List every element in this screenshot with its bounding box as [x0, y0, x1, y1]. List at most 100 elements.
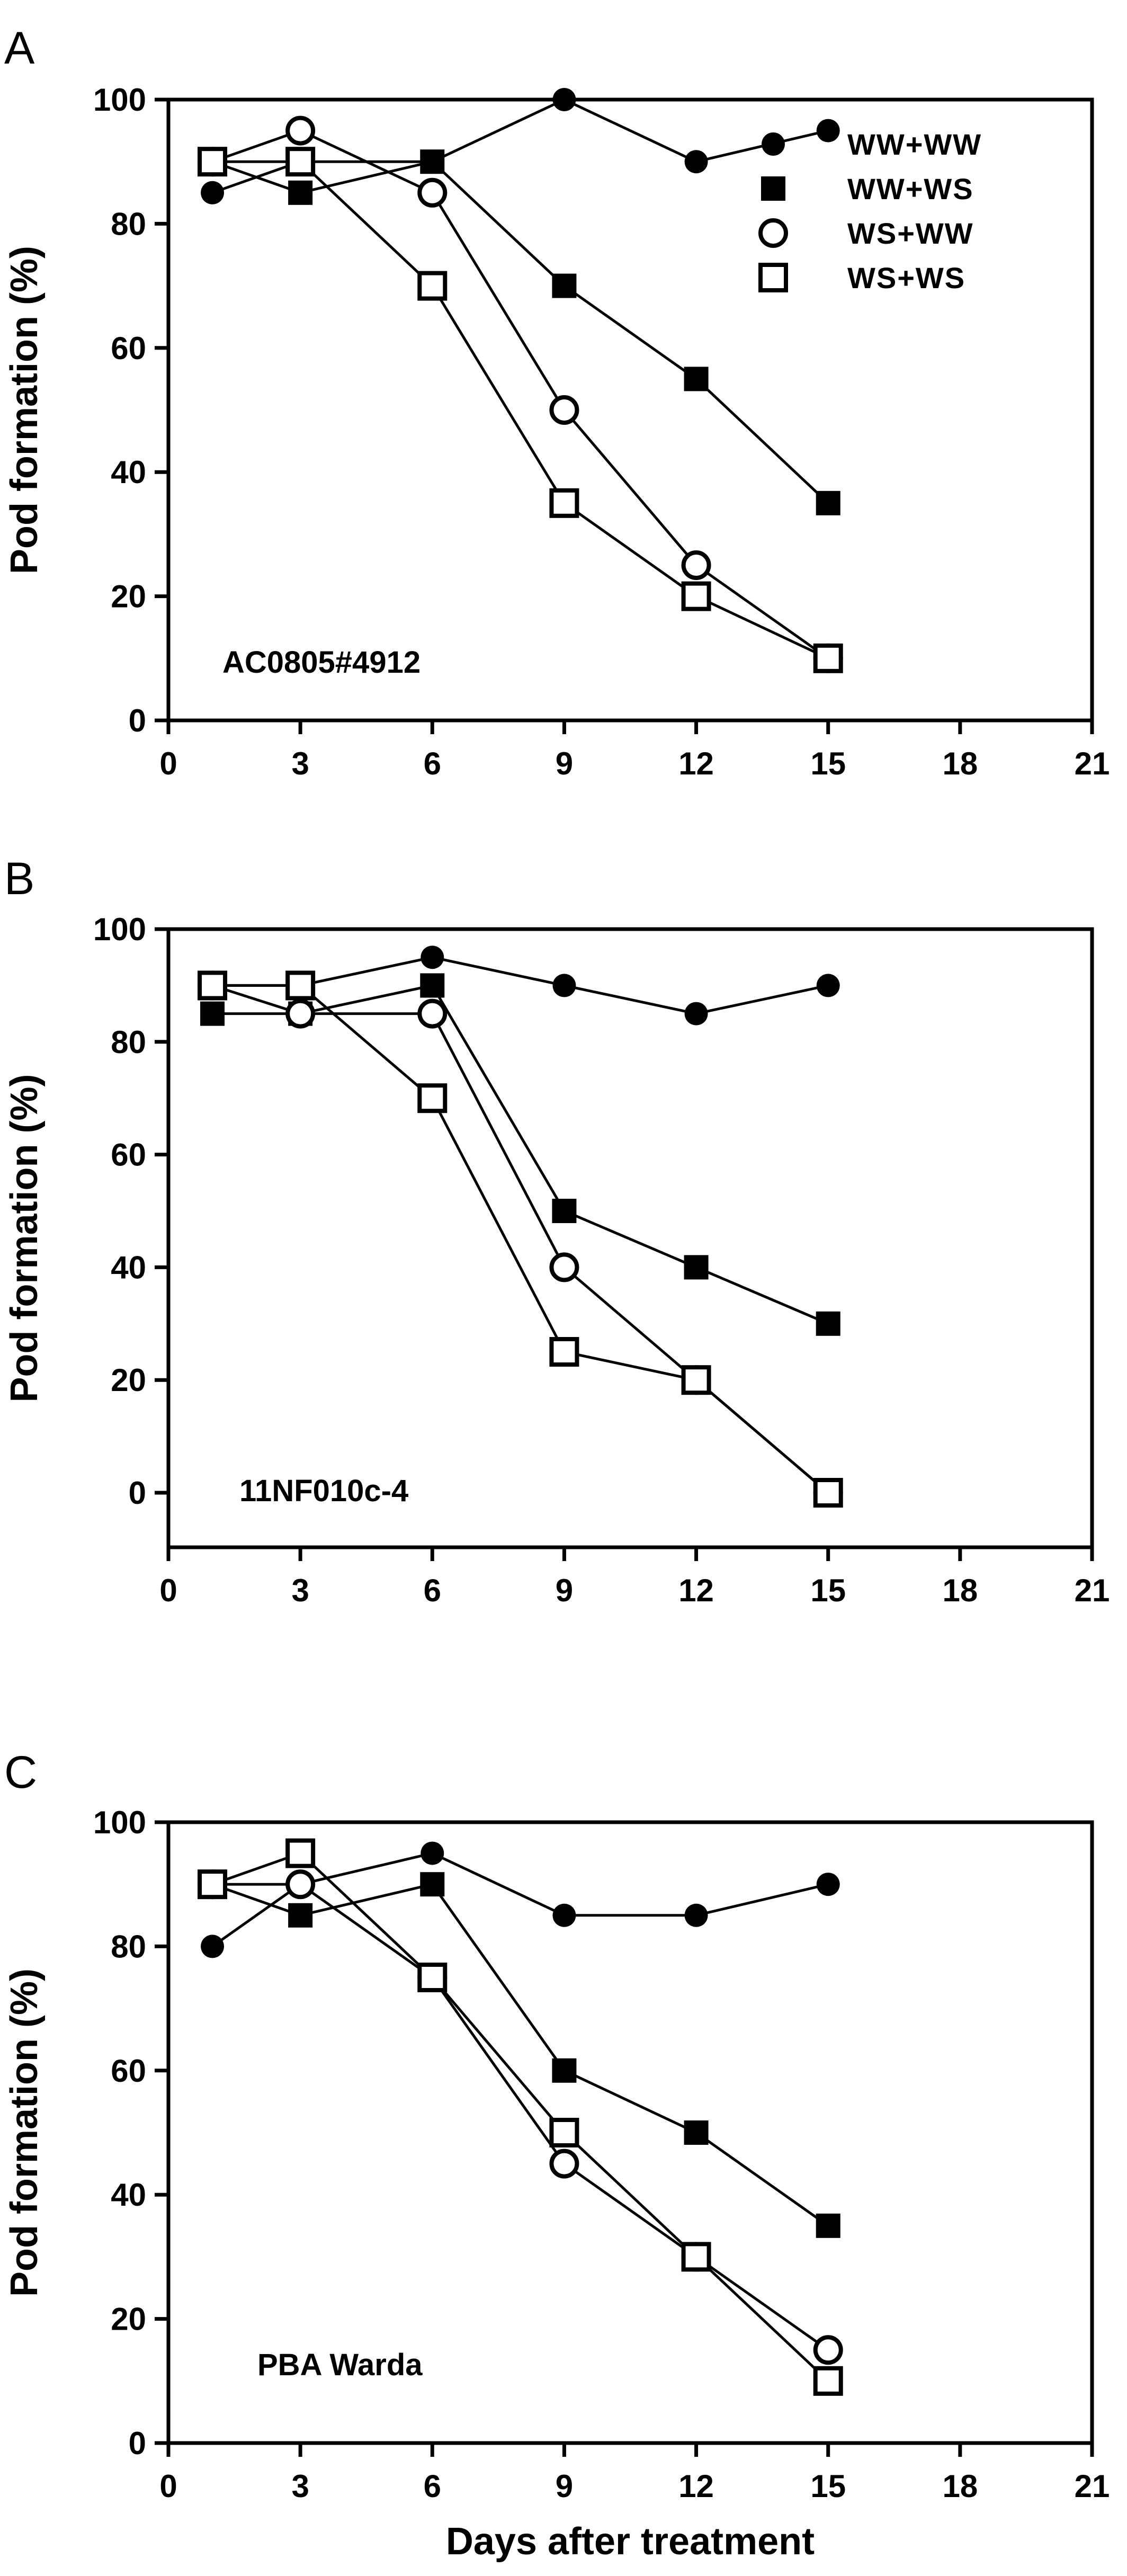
- y-tick-label: 0: [129, 703, 146, 738]
- x-tick-label: 0: [159, 2468, 177, 2504]
- y-tick-label: 0: [129, 1475, 146, 1511]
- data-point-ww-ww: [421, 1841, 444, 1865]
- data-point-ww-ww: [684, 1002, 708, 1026]
- data-point-ww-ws: [816, 2213, 840, 2238]
- y-tick-label: 100: [93, 82, 146, 118]
- plot-frame: [166, 927, 1094, 1549]
- x-tick-label: 6: [424, 2468, 441, 2504]
- data-point-ww-ww: [552, 88, 576, 111]
- series-line-ws-ww: [212, 984, 829, 1494]
- y-tick-label: 60: [111, 2053, 146, 2089]
- x-tick-label: 12: [678, 746, 714, 781]
- data-point-ww-ws: [684, 1255, 709, 1280]
- data-point-ww-ws: [288, 1903, 313, 1928]
- data-point-ws-ws: [285, 970, 316, 1001]
- data-point-ww-ww: [201, 1935, 225, 1958]
- legend-marker-ws-ww: [758, 218, 788, 248]
- x-tick-label: 12: [678, 1573, 714, 1608]
- genotype-label: 11NF010c-4: [239, 1474, 408, 1508]
- series-line-ww-ws: [212, 984, 829, 1325]
- genotype-label: PBA Warda: [257, 2348, 423, 2382]
- data-point-ws-ws: [549, 1337, 579, 1367]
- data-point-ww-ws: [552, 2058, 577, 2083]
- chart-panel-c: C 0 20 40 60 80 100 0 3 6 9 12 15 18 21 Pod formation (…: [3, 1747, 1110, 2563]
- data-point-ww-ww: [684, 150, 708, 174]
- y-axis-label: Pod formation (%): [3, 1074, 46, 1403]
- chart-panel-a: A 0 20 40 60 80 100 0 3 6 9 12 15 18 21 Pod formation (…: [3, 23, 1110, 781]
- legend-label: WS+WW: [847, 217, 974, 250]
- data-point-ws-ws: [681, 2242, 711, 2272]
- data-point-ww-ws: [552, 273, 577, 298]
- data-point-ws-ws: [198, 970, 228, 1001]
- data-point-ws-ww: [285, 999, 316, 1029]
- y-tick-label: 40: [111, 1250, 146, 1285]
- x-tick-label: 21: [1075, 1573, 1110, 1608]
- data-point-ww-ww: [816, 119, 840, 142]
- legend-marker-ww-ws: [761, 176, 785, 201]
- x-tick-label: 0: [159, 1573, 177, 1608]
- x-tick-label: 9: [556, 1573, 573, 1608]
- y-tick-label: 40: [111, 454, 146, 490]
- legend-label: WW+WW: [847, 128, 982, 161]
- series-line-ww-ww: [212, 98, 829, 194]
- x-tick-label: 21: [1075, 2468, 1110, 2504]
- data-point-ws-ww: [813, 2335, 843, 2365]
- series-line-ws-ww: [212, 1883, 829, 2351]
- data-point-ws-ws: [813, 2366, 843, 2396]
- x-tick-label: 3: [291, 746, 309, 781]
- y-tick-label: 80: [111, 1024, 146, 1060]
- data-point-ww-ws: [288, 180, 313, 205]
- data-point-ws-ww: [285, 1869, 316, 1900]
- data-point-ws-ws: [198, 1869, 228, 1900]
- data-point-ww-ws: [420, 1872, 445, 1897]
- data-point-ww-ws: [684, 2120, 709, 2145]
- data-point-ws-ws: [417, 271, 448, 301]
- series-line-ww-ws: [212, 160, 829, 504]
- data-point-ws-ws: [681, 581, 711, 611]
- x-tick-label: 6: [424, 1573, 441, 1608]
- data-point-ww-ww: [201, 181, 225, 204]
- data-point-ws-ws: [198, 147, 228, 177]
- data-point-ww-ww: [684, 1903, 708, 1927]
- series-line-ws-ww: [212, 129, 829, 659]
- legend-label: WS+WS: [847, 261, 965, 295]
- data-point-ws-ws: [549, 2118, 579, 2147]
- series-line-ws-ws: [212, 160, 829, 660]
- data-point-ws-ww: [285, 115, 316, 146]
- y-tick-label: 100: [93, 1805, 146, 1840]
- y-tick-label: 20: [111, 2302, 146, 2337]
- x-tick-label: 6: [424, 746, 441, 781]
- data-point-ws-ws: [285, 1838, 316, 1868]
- y-tick-label: 100: [93, 912, 146, 947]
- panel-letter: C: [4, 1747, 37, 1798]
- y-tick-label: 60: [111, 331, 146, 366]
- data-point-ww-ws: [420, 149, 445, 174]
- data-point-ws-ws: [417, 1083, 448, 1113]
- chart-panel-b: B 0 20 40 60 80 100 0 3 6 9 12 15 18 21 Pod formation (…: [3, 853, 1110, 1608]
- y-tick-label: 60: [111, 1137, 146, 1173]
- data-point-ww-ws: [420, 973, 445, 998]
- data-point-ww-ww: [816, 1873, 840, 1896]
- x-tick-label: 15: [810, 1573, 846, 1608]
- legend-label: WW+WS: [847, 172, 974, 206]
- legend-marker-ww-ww: [762, 132, 785, 156]
- x-tick-label: 15: [810, 746, 846, 781]
- x-tick-label: 3: [291, 1573, 309, 1608]
- data-point-ws-ws: [813, 643, 843, 673]
- data-point-ww-ww: [816, 974, 840, 997]
- data-point-ws-ww: [549, 395, 579, 425]
- series-line-ws-ws: [212, 984, 829, 1494]
- data-point-ws-ws: [417, 1963, 448, 1992]
- x-tick-label: 18: [942, 2468, 978, 2504]
- genotype-label: AC0805#4912: [222, 645, 421, 680]
- x-tick-label: 3: [291, 2468, 309, 2504]
- data-point-ws-ww: [549, 1252, 579, 1282]
- series-line-ww-ws: [212, 1883, 829, 2227]
- x-axis-label: Days after treatment: [446, 2520, 815, 2563]
- x-tick-label: 18: [942, 1573, 978, 1608]
- data-point-ww-ww: [552, 974, 576, 997]
- x-tick-label: 15: [810, 2468, 846, 2504]
- data-point-ww-ws: [684, 367, 709, 391]
- y-axis-label: Pod formation (%): [3, 1968, 46, 2297]
